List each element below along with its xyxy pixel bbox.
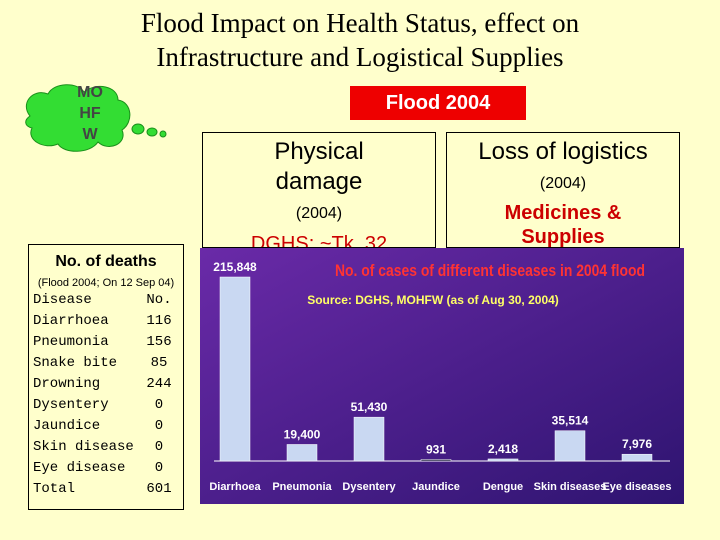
bar-dysentery: [353, 416, 385, 462]
slide-title: Flood Impact on Health Status, effect on…: [0, 6, 720, 74]
logistics-year: (2004): [539, 175, 587, 192]
cloud-bubble-1: [131, 123, 145, 135]
physical-heading-line-2: damage: [275, 168, 363, 195]
row-value: 0: [154, 439, 164, 455]
table-row: Jaundice 0: [29, 416, 183, 437]
cloud-line-2: HF: [79, 105, 101, 122]
dghs-cost: DGHS: ~Tk. 32: [250, 233, 388, 248]
deaths-header-row: Disease No.: [29, 290, 183, 311]
table-row: Drowning 244: [29, 374, 183, 395]
category-label: Jaundice: [412, 481, 460, 493]
row-value: 156: [146, 334, 172, 350]
bar-pneumonia: [286, 444, 318, 462]
total-label: Total: [33, 481, 76, 497]
deaths-title: No. of deaths: [55, 253, 157, 270]
row-label: Eye disease: [33, 460, 126, 476]
deaths-header-label: Disease: [33, 292, 92, 308]
row-value: 0: [154, 397, 164, 413]
cloud-bubble-2: [146, 127, 158, 137]
category-label: Eye diseases: [602, 481, 671, 493]
category-label: Diarrhoea: [209, 481, 261, 493]
table-row: Skin disease 0: [29, 437, 183, 458]
row-value: 116: [146, 313, 172, 329]
medicines-line-2: Supplies: [521, 226, 605, 248]
physical-damage-box: Physical damage (2004) DGHS: ~Tk. 32: [202, 132, 436, 248]
physical-year: (2004): [295, 205, 343, 222]
cloud-line-3: W: [82, 126, 98, 143]
deaths-total-row: Total 601: [29, 479, 183, 500]
table-row: Dysentery 0: [29, 395, 183, 416]
chart-source: Source: DGHS, MOHFW (as of Aug 30, 2004): [307, 293, 559, 307]
medicines-line-1: Medicines &: [504, 202, 622, 224]
bar-diarrhoea: [219, 276, 251, 462]
row-value: 0: [154, 418, 164, 434]
row-value: 85: [150, 355, 168, 371]
logistics-heading: Loss of logistics: [478, 138, 648, 165]
cloud-bubble-3: [159, 130, 167, 138]
loss-of-logistics-box: Loss of logistics (2004) Medicines & Sup…: [446, 132, 680, 248]
chart-background: [200, 248, 684, 504]
data-label: 35,514: [552, 414, 589, 428]
physical-heading-line-1: Physical: [274, 138, 364, 165]
row-label: Pneumonia: [33, 334, 109, 350]
deaths-header-value: No.: [146, 292, 172, 308]
deaths-subtitle: (Flood 2004; On 12 Sep 04): [37, 277, 175, 289]
category-label: Dysentery: [342, 481, 396, 493]
physical-heading: Physical damage: [203, 137, 435, 197]
medicines-supplies: Medicines & Supplies: [447, 201, 679, 248]
cloud-line-1: MO: [77, 84, 103, 101]
data-label: 51,430: [351, 400, 388, 414]
bar-dengue: [487, 458, 519, 462]
data-label: 2,418: [488, 442, 518, 456]
table-row: Pneumonia 156: [29, 332, 183, 353]
thought-cloud: [25, 84, 167, 152]
category-label: Pneumonia: [272, 481, 332, 493]
disease-cases-chart: No. of cases of different diseases in 20…: [200, 248, 684, 504]
row-label: Dysentery: [33, 397, 109, 413]
bar-skin-diseases: [554, 430, 586, 462]
data-label: 215,848: [213, 260, 257, 274]
row-label: Diarrhoea: [33, 313, 109, 329]
title-line-2: Infrastructure and Logistical Supplies: [156, 42, 564, 72]
row-label: Skin disease: [33, 439, 134, 455]
category-label: Skin diseases: [534, 481, 607, 493]
data-label: 7,976: [622, 437, 652, 451]
table-row: Eye disease 0: [29, 458, 183, 479]
row-label: Snake bite: [33, 355, 118, 371]
flood-banner: Flood 2004: [350, 86, 526, 120]
deaths-table: No. of deaths (Flood 2004; On 12 Sep 04)…: [28, 244, 184, 510]
row-label: Jaundice: [33, 418, 101, 434]
row-label: Drowning: [33, 376, 101, 392]
row-value: 0: [154, 460, 164, 476]
bar-eye-diseases: [621, 453, 653, 462]
cloud-shape: [25, 84, 131, 152]
cloud-text: MO HF W: [72, 82, 108, 145]
chart-title: No. of cases of different diseases in 20…: [335, 261, 645, 280]
data-label: 19,400: [284, 427, 321, 441]
table-row: Diarrhoea 116: [29, 311, 183, 332]
bar-jaundice: [420, 459, 452, 462]
total-value: 601: [146, 481, 172, 497]
row-value: 244: [146, 376, 172, 392]
data-label: 931: [426, 443, 446, 457]
category-label: Dengue: [483, 481, 523, 493]
table-row: Snake bite 85: [29, 353, 183, 374]
title-line-1: Flood Impact on Health Status, effect on: [140, 8, 580, 38]
